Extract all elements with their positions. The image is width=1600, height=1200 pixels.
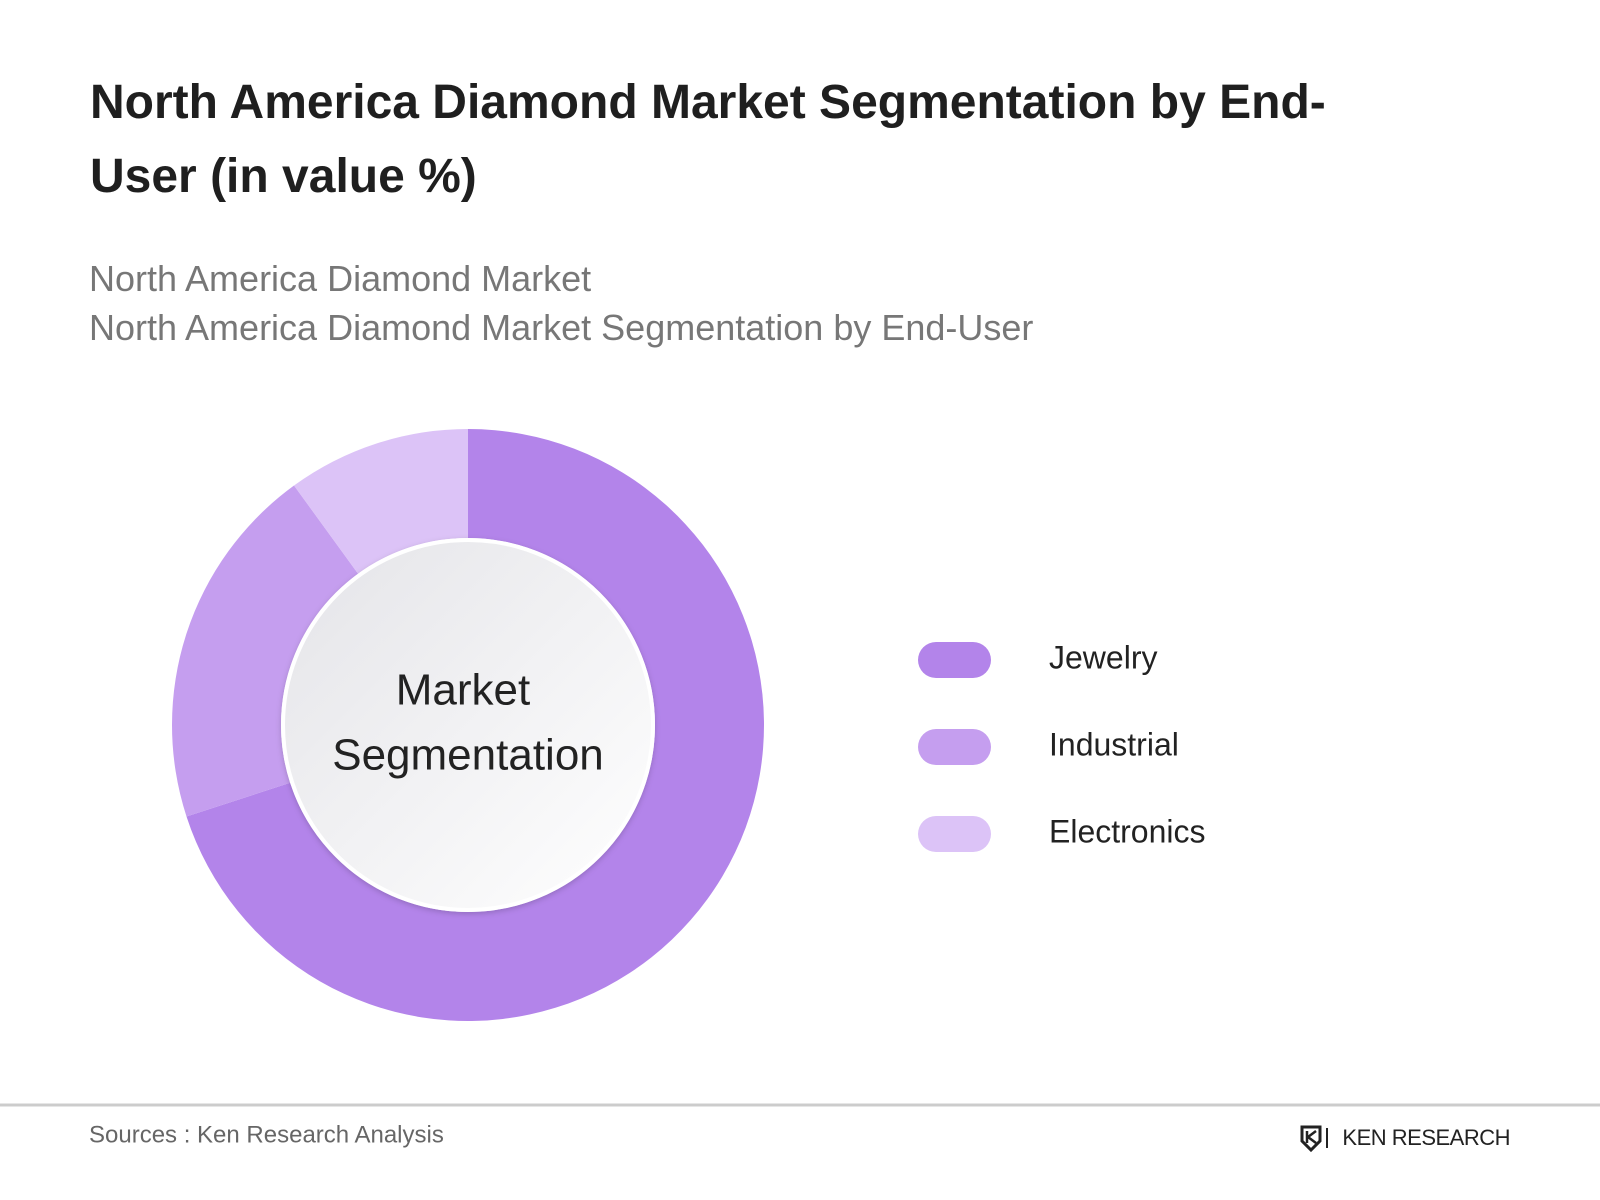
legend-label: Electronics (1049, 813, 1206, 849)
subtitle: North America Diamond Market Segmentatio… (89, 307, 1034, 348)
legend-swatch (918, 729, 991, 765)
legend-label: Jewelry (1049, 639, 1157, 675)
donut (172, 429, 764, 1021)
subtitle: North America Diamond Market (89, 258, 592, 299)
source: Sources : Ken Research Analysis (89, 1121, 444, 1148)
donut-slice (294, 429, 468, 574)
center-disc (281, 538, 655, 912)
donut-slice (172, 485, 359, 817)
center-label: Market (396, 666, 530, 715)
brand: KEN RESEARCH (1342, 1125, 1510, 1150)
legend-label: Industrial (1049, 726, 1179, 762)
chart-title: North America Diamond Market Segmentatio… (90, 76, 1326, 203)
center-label: Segmentation (332, 731, 604, 780)
legend-swatch (918, 642, 991, 678)
legend-swatch (918, 816, 991, 852)
legend: Jewelry Industrial Electronics (918, 639, 1206, 852)
donut-slice (186, 429, 764, 1021)
brand-logo (1300, 1125, 1328, 1153)
